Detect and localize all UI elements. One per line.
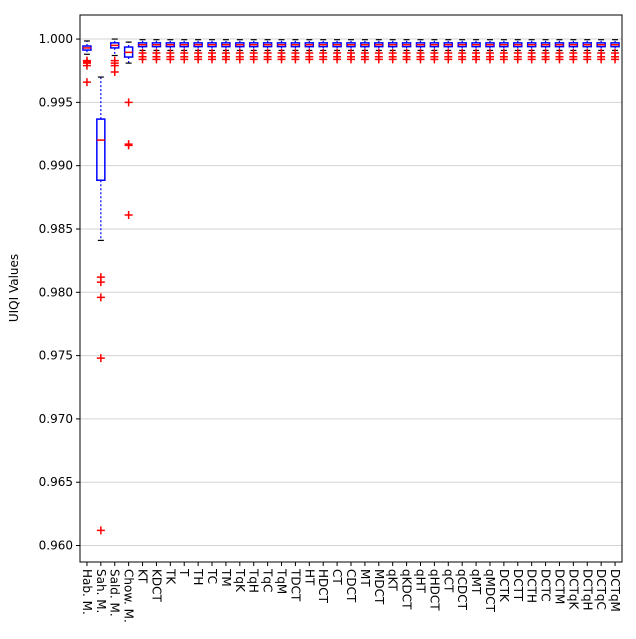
x-tick-label: CT — [330, 569, 344, 585]
flier — [291, 55, 300, 64]
flier — [527, 55, 536, 64]
flier — [263, 55, 272, 64]
flier — [96, 278, 105, 287]
x-tick-label: TK — [163, 568, 177, 585]
x-tick-label: TqK — [233, 568, 247, 593]
box — [96, 118, 106, 181]
x-tick-label: TC — [205, 568, 219, 584]
flier — [166, 55, 175, 64]
flier — [96, 354, 105, 363]
x-tick-label: Hab. M. — [80, 569, 94, 615]
flier — [208, 55, 217, 64]
flier — [180, 55, 189, 64]
flier — [82, 78, 91, 87]
flier — [347, 55, 355, 64]
flier — [583, 55, 592, 64]
y-tick-label: 0.990 — [39, 159, 73, 173]
flier — [194, 55, 203, 64]
flier — [569, 55, 578, 64]
x-tick-label: KDCT — [149, 569, 163, 602]
flier — [458, 55, 467, 64]
x-tick-label: Chow. M. — [122, 569, 136, 623]
flier — [430, 55, 439, 64]
x-tick-label: qMT — [469, 569, 483, 595]
x-tick-label: qMDCT — [483, 569, 497, 613]
x-tick-label: DCTC — [539, 569, 553, 602]
flier — [333, 55, 342, 64]
flier — [374, 55, 383, 64]
flier — [96, 293, 105, 302]
flier — [611, 55, 620, 64]
x-tick-label: qCT — [441, 569, 455, 593]
flier — [138, 55, 147, 64]
x-tick-label: CDCT — [344, 569, 358, 603]
x-tick-label: qCDCT — [455, 569, 469, 611]
flier — [124, 141, 133, 150]
x-tick-label: DCTK — [497, 569, 511, 603]
y-tick-label: 0.970 — [39, 412, 73, 426]
flier — [82, 61, 91, 70]
x-tick-label: DCTH — [525, 569, 539, 603]
x-tick-label: DCTqK — [566, 569, 580, 611]
y-tick-label: 0.960 — [39, 539, 73, 553]
y-tick-label: 0.985 — [39, 222, 73, 236]
x-tick-label: Sald. M. — [108, 569, 122, 617]
flier — [597, 55, 606, 64]
plot-frame — [79, 14, 623, 563]
y-tick-label: 0.965 — [39, 475, 73, 489]
flier — [110, 67, 119, 76]
x-tick-label: qHT — [413, 569, 427, 594]
flier — [96, 526, 105, 535]
x-tick-label: DCTqM — [608, 569, 622, 612]
flier — [541, 55, 550, 64]
flier — [235, 55, 244, 64]
flier — [249, 55, 258, 64]
x-tick-label: KT — [136, 569, 150, 584]
y-tick-label: 0.995 — [39, 95, 73, 109]
x-tick-label: qKDCT — [400, 569, 414, 610]
x-tick-label: TDCT — [288, 568, 302, 602]
flier — [319, 55, 328, 64]
x-tick-label: HDCT — [316, 569, 330, 604]
flier — [485, 55, 494, 64]
x-tick-label: HT — [302, 569, 316, 586]
x-tick-label: TqC — [261, 568, 275, 592]
flier — [472, 55, 481, 64]
flier — [277, 55, 286, 64]
flier — [221, 55, 230, 64]
y-tick-label: 0.980 — [39, 285, 73, 299]
flier — [444, 55, 453, 64]
flier — [124, 98, 133, 107]
x-tick-label: DCTqC — [594, 569, 608, 610]
x-tick-label: qKT — [386, 569, 400, 592]
flier — [555, 55, 564, 64]
flier — [388, 55, 397, 64]
flier — [416, 55, 425, 64]
x-tick-label: DCTM — [552, 569, 566, 604]
y-axis-label: UIQI Values — [7, 254, 21, 322]
flier — [305, 55, 314, 64]
x-tick-label: TM — [219, 568, 233, 587]
x-tick-label: TqM — [275, 568, 289, 594]
x-tick-label: DCTqH — [580, 569, 594, 611]
x-tick-label: qHDCT — [427, 569, 441, 611]
x-tick-label: Sah. M. — [94, 569, 108, 613]
x-tick-label: MDCT — [372, 569, 386, 605]
x-tick-label: T — [177, 568, 191, 577]
x-tick-label: MT — [358, 569, 372, 587]
flier — [499, 55, 508, 64]
flier — [360, 55, 369, 64]
flier — [513, 55, 522, 64]
flier — [402, 55, 411, 64]
flier — [124, 211, 133, 220]
x-tick-label: TqH — [247, 568, 261, 593]
flier — [152, 55, 161, 64]
y-tick-label: 1.000 — [39, 32, 73, 46]
x-tick-label: TH — [191, 568, 205, 585]
x-tick-label: DCTT — [511, 569, 525, 602]
y-tick-label: 0.975 — [39, 349, 73, 363]
